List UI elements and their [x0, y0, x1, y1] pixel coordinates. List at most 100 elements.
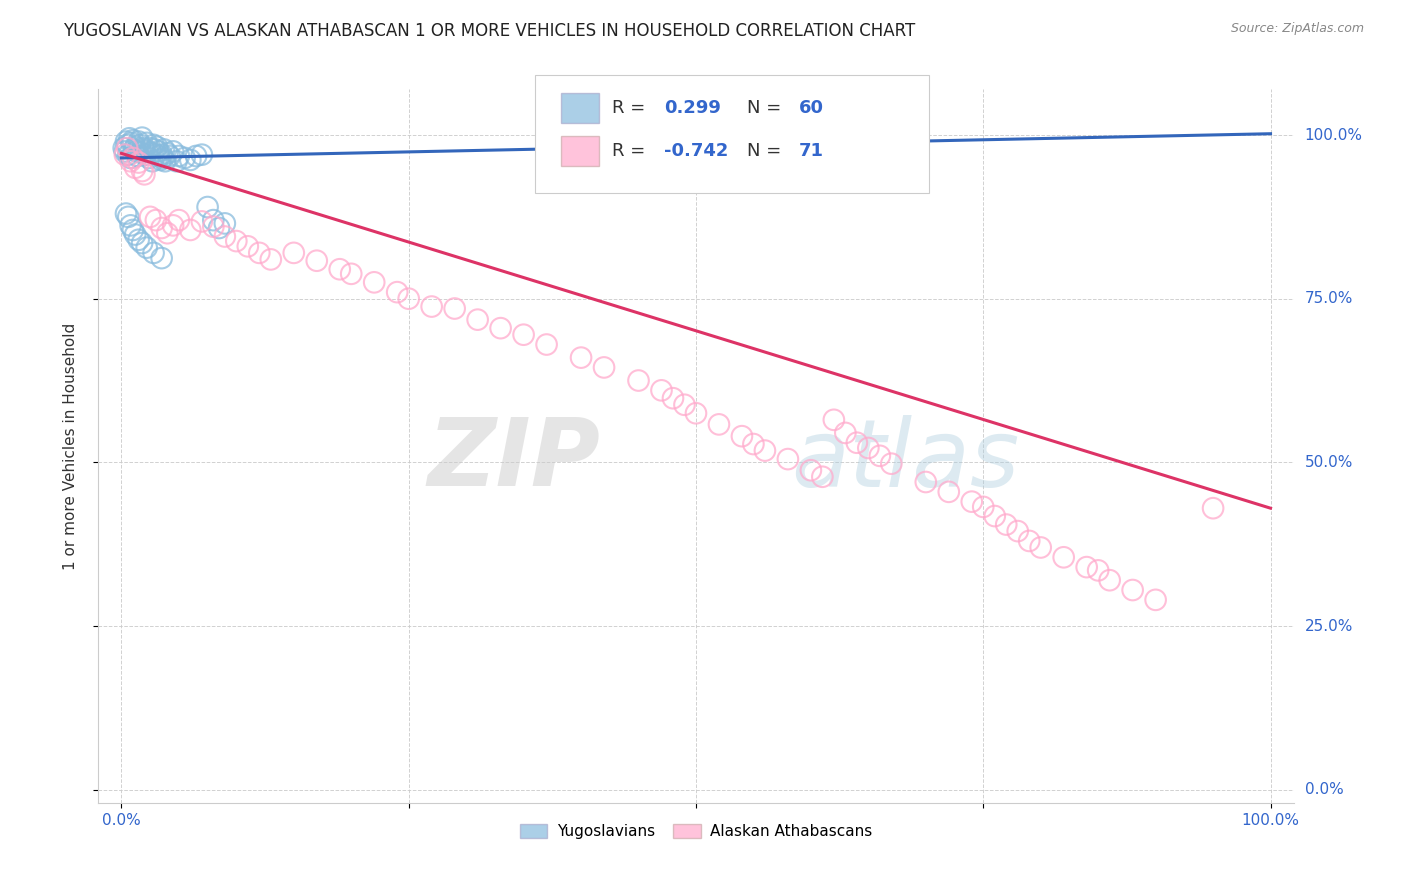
- Point: [124, 140, 146, 154]
- Point: [754, 443, 776, 458]
- Point: [247, 245, 270, 260]
- Point: [117, 210, 139, 224]
- Point: [166, 154, 188, 169]
- Point: [283, 245, 305, 260]
- Point: [467, 312, 489, 326]
- Y-axis label: 1 or more Vehicles in Household: 1 or more Vehicles in Household: [63, 322, 77, 570]
- Text: 0.299: 0.299: [664, 100, 721, 118]
- Point: [162, 145, 184, 159]
- Point: [202, 213, 225, 227]
- Point: [135, 147, 157, 161]
- Point: [149, 153, 172, 167]
- Point: [121, 136, 143, 150]
- Bar: [561, 136, 599, 166]
- Point: [960, 494, 983, 508]
- Point: [225, 234, 247, 248]
- Text: 60: 60: [799, 100, 824, 118]
- Text: 100.0%: 100.0%: [1305, 128, 1362, 143]
- Text: 50.0%: 50.0%: [1305, 455, 1353, 470]
- Point: [139, 210, 162, 224]
- Point: [420, 300, 443, 314]
- Text: N =: N =: [748, 143, 787, 161]
- Point: [122, 223, 145, 237]
- Text: 0.0%: 0.0%: [1305, 782, 1343, 797]
- Point: [134, 167, 156, 181]
- Point: [1053, 550, 1076, 565]
- Point: [811, 469, 834, 483]
- Point: [125, 145, 148, 159]
- Point: [122, 143, 145, 157]
- Point: [512, 327, 534, 342]
- Point: [1029, 541, 1052, 555]
- Point: [191, 147, 214, 161]
- Point: [398, 292, 420, 306]
- Point: [191, 214, 214, 228]
- Point: [938, 484, 960, 499]
- Point: [120, 219, 142, 233]
- Point: [536, 337, 558, 351]
- Legend: Yugoslavians, Alaskan Athabascans: Yugoslavians, Alaskan Athabascans: [513, 818, 879, 845]
- Point: [136, 145, 159, 159]
- Point: [1202, 501, 1225, 516]
- Point: [148, 145, 170, 159]
- Point: [995, 517, 1018, 532]
- Text: atlas: atlas: [792, 415, 1019, 506]
- Point: [776, 452, 799, 467]
- Point: [173, 151, 195, 165]
- Point: [156, 226, 179, 240]
- Point: [120, 151, 142, 165]
- Point: [329, 262, 352, 277]
- Point: [569, 351, 592, 365]
- Point: [236, 239, 259, 253]
- Point: [156, 146, 179, 161]
- Point: [131, 235, 153, 250]
- Point: [880, 457, 903, 471]
- Point: [122, 133, 145, 147]
- Point: [627, 374, 650, 388]
- Text: N =: N =: [748, 100, 787, 118]
- Point: [1007, 524, 1029, 538]
- Point: [122, 151, 145, 165]
- Point: [146, 140, 169, 154]
- Point: [153, 143, 176, 157]
- Point: [143, 143, 166, 157]
- Point: [742, 437, 765, 451]
- Point: [124, 227, 146, 242]
- Point: [135, 241, 157, 255]
- Point: [162, 219, 184, 233]
- FancyBboxPatch shape: [534, 75, 929, 193]
- Point: [707, 417, 730, 432]
- Point: [685, 406, 707, 420]
- Point: [858, 441, 880, 455]
- Point: [914, 475, 936, 489]
- Point: [340, 267, 363, 281]
- Text: 71: 71: [799, 143, 824, 161]
- Point: [214, 229, 236, 244]
- Point: [1018, 533, 1040, 548]
- Point: [142, 245, 165, 260]
- Point: [179, 223, 201, 237]
- Point: [363, 276, 385, 290]
- Point: [197, 200, 219, 214]
- Point: [167, 149, 190, 163]
- Point: [131, 164, 153, 178]
- Point: [134, 143, 156, 157]
- Point: [120, 154, 142, 169]
- Point: [142, 137, 165, 152]
- Point: [443, 301, 465, 316]
- Point: [208, 221, 231, 235]
- Point: [662, 391, 685, 405]
- Text: ZIP: ZIP: [427, 414, 600, 507]
- Text: 75.0%: 75.0%: [1305, 291, 1353, 306]
- Point: [972, 500, 994, 514]
- Point: [115, 135, 138, 149]
- Point: [153, 154, 176, 169]
- Point: [112, 141, 135, 155]
- Point: [1098, 573, 1121, 587]
- Point: [118, 131, 141, 145]
- Point: [145, 213, 167, 227]
- Point: [1076, 560, 1098, 574]
- Point: [139, 141, 162, 155]
- Point: [1087, 563, 1109, 577]
- Point: [834, 425, 856, 440]
